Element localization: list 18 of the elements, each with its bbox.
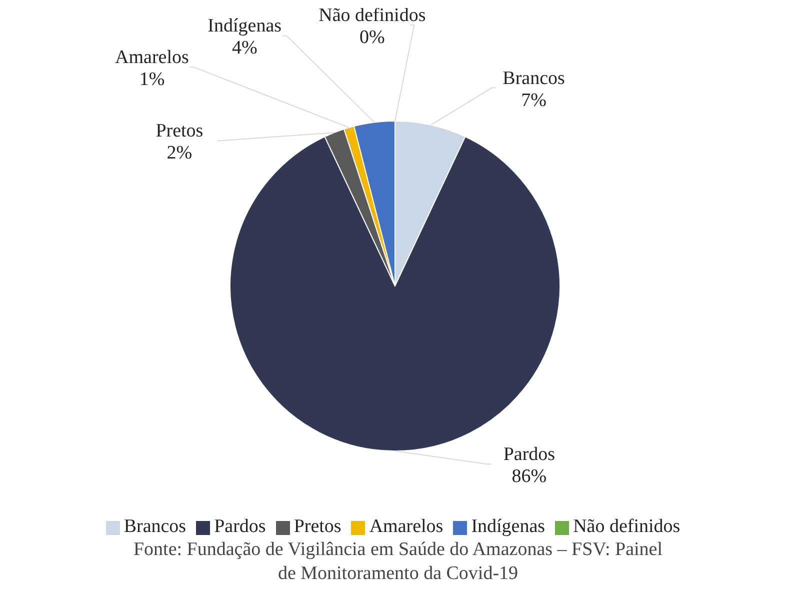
data-label: 86% [512,466,547,488]
legend-label: Indígenas [471,516,546,537]
data-label: 7% [521,90,547,111]
slice-label: Pretos [156,120,204,142]
slice-label: Brancos [502,68,565,89]
data-label: 4% [232,38,258,59]
legend-label: Não definidos [573,516,680,537]
source-note: Fonte: Fundação de Vigilância em Saúde do Amazonas – FSV: Painel de Monitoramento da Covid-19 [132,538,664,586]
legend-label: Amarelos [369,516,444,537]
legend-label: Pardos [214,516,266,537]
slice-label: Indígenas [208,16,282,37]
data-label: 1% [139,69,165,90]
legend-label: Brancos [124,516,186,537]
legend-label: Pretos [294,516,342,537]
text: 0% [360,26,385,48]
slice-label: Amarelos [115,47,189,68]
slice-label: Pardos [503,444,556,466]
data-label: 2% [166,142,192,164]
